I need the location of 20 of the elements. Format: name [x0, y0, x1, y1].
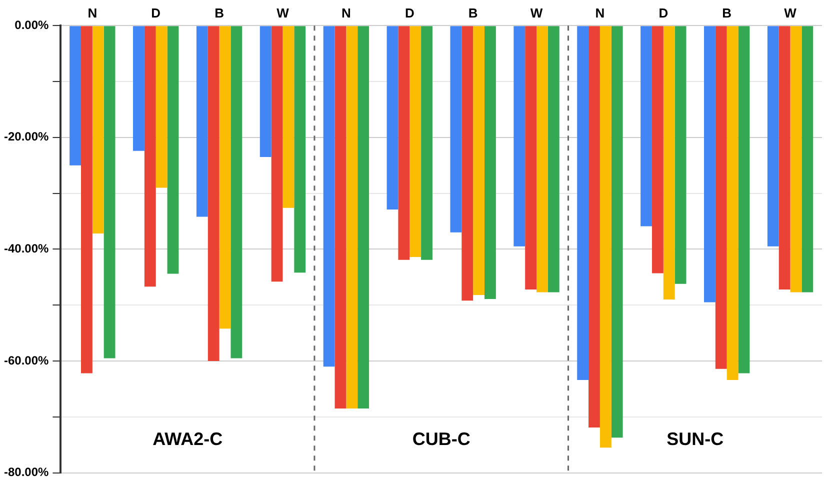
- y-tick-label: -40.00%: [4, 242, 50, 256]
- x-tick-label: D: [404, 5, 414, 20]
- x-tick-label: W: [530, 5, 544, 20]
- y-tick-label: -60.00%: [4, 353, 50, 368]
- x-tick-label: B: [468, 5, 478, 20]
- annotation: SUN-C: [666, 428, 724, 449]
- x-tick-label: N: [595, 5, 605, 20]
- y-tick-label: -80.00%: [4, 465, 50, 480]
- y-tick-label: -20.00%: [4, 130, 50, 144]
- annotation: CUB-C: [412, 428, 470, 449]
- x-tick-label: N: [88, 5, 98, 20]
- x-tick-label: W: [784, 5, 798, 20]
- x-tick-label: W: [276, 5, 290, 20]
- y-tick-label: 0.00%: [14, 18, 50, 32]
- annotation: AWA2-C: [152, 428, 223, 449]
- x-tick-label: N: [341, 5, 351, 20]
- x-tick-label: D: [658, 5, 668, 20]
- x-tick-label: D: [151, 5, 161, 20]
- x-tick-label: B: [214, 5, 224, 20]
- x-tick-label: B: [722, 5, 732, 20]
